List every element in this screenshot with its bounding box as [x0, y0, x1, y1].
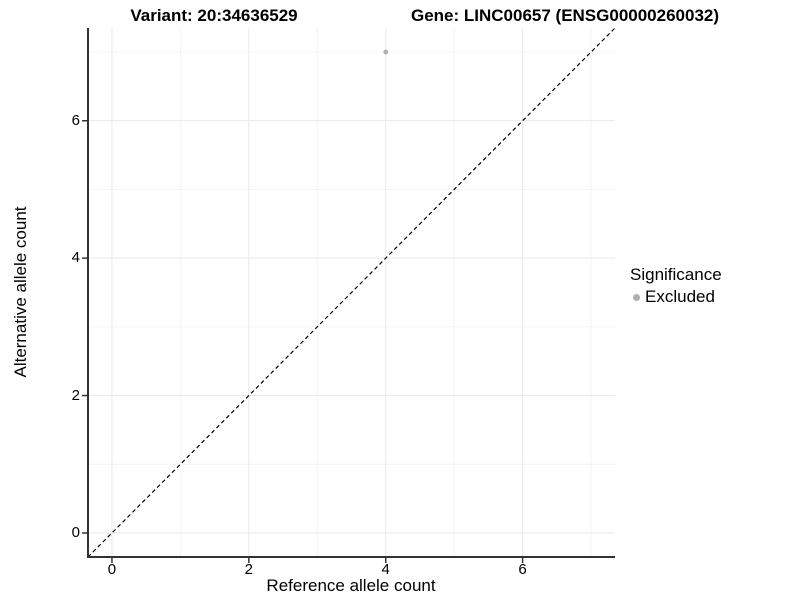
y-tick-label: 4 [71, 249, 80, 267]
x-tick-label: 2 [244, 561, 253, 578]
x-axis-title: Reference allele count [266, 576, 436, 595]
legend: Significance Excluded [630, 264, 722, 308]
y-tick-label: 0 [71, 523, 80, 541]
data-point [383, 49, 389, 55]
legend-point-icon [633, 293, 640, 301]
gene-title: Gene: LINC00657 (ENSG00000260032) [410, 6, 720, 25]
y-tick-label: 2 [71, 386, 80, 404]
legend-item-excluded: Excluded [630, 286, 722, 308]
x-tick-label: 6 [518, 561, 527, 578]
x-tick-label: 0 [107, 561, 117, 578]
y-tick-label: 6 [71, 111, 80, 129]
y-axis-title: Alternative allele count [11, 206, 30, 378]
legend-title: Significance [630, 265, 722, 284]
x-tick-label: 4 [381, 561, 390, 578]
identity-line [87, 27, 616, 558]
variant-title: Variant: 20:34636529 [130, 6, 298, 25]
legend-item-label: Excluded [645, 287, 715, 306]
